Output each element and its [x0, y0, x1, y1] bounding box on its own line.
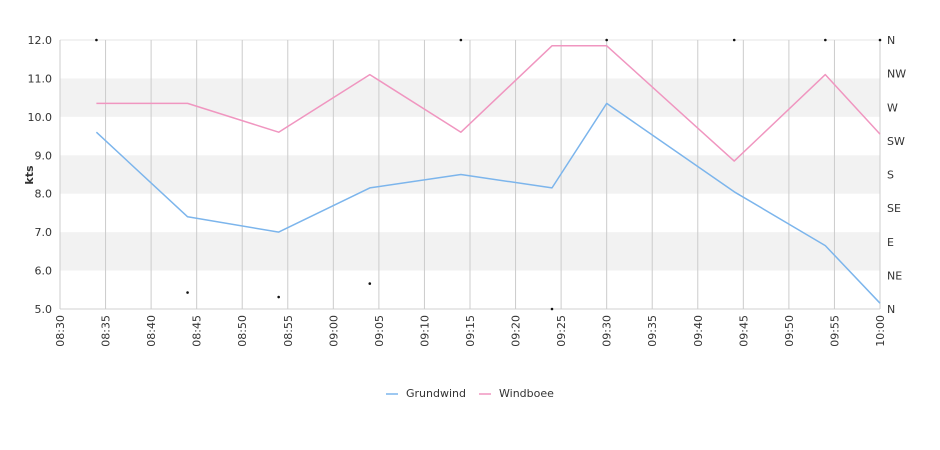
direction-point: [878, 38, 882, 42]
legend-label-grundwind: Grundwind: [406, 387, 466, 400]
x-tick-label: 09:25: [555, 315, 568, 347]
direction-point: [459, 38, 463, 42]
x-tick-label: 09:45: [737, 315, 750, 347]
right-tick-label: S: [887, 169, 894, 182]
legend-item-windboee[interactable]: Windboee: [479, 387, 554, 400]
y-tick-label: 7.0: [35, 226, 53, 239]
legend-label-windboee: Windboee: [499, 387, 554, 400]
right-tick-label: SE: [887, 202, 901, 215]
right-tick-label: N: [887, 34, 895, 47]
x-tick-label: 10:00: [874, 315, 887, 347]
legend: Grundwind Windboee: [386, 387, 554, 400]
x-tick-label: 08:55: [282, 315, 295, 347]
x-axis-ticks: 08:30 08:35 08:40 08:45 08:50 08:55 09:00 09:05…: [54, 315, 887, 347]
y-axis-label: kts: [23, 165, 36, 185]
x-tick-label: 09:30: [601, 315, 614, 347]
series-line-grundwind: [95, 102, 881, 304]
right-tick-label: W: [887, 101, 898, 114]
y-tick-label: 11.0: [28, 72, 53, 85]
x-tick-label: 09:15: [464, 315, 477, 347]
x-tick-label: 09:55: [828, 315, 841, 347]
right-tick-label: NW: [887, 68, 906, 81]
direction-point: [277, 295, 280, 299]
right-axis-ticks: N NE E SE S SW W NW N: [887, 34, 906, 316]
x-tick-label: 09:50: [783, 315, 796, 347]
x-tick-label: 09:40: [692, 315, 705, 347]
x-tick-label: 09:35: [646, 315, 659, 347]
x-tick-label: 08:45: [191, 315, 204, 347]
x-tick-label: 08:50: [236, 315, 249, 347]
right-tick-label: E: [887, 236, 894, 249]
x-tick-label: 08:40: [145, 315, 158, 347]
direction-point: [368, 282, 372, 285]
direction-point: [95, 38, 98, 42]
legend-item-grundwind[interactable]: Grundwind: [386, 387, 466, 400]
direction-points: [95, 38, 882, 311]
direction-point: [186, 291, 189, 294]
direction-point: [732, 38, 736, 42]
x-gridlines: [59, 40, 881, 309]
series-lines: [95, 45, 881, 304]
direction-point: [550, 307, 554, 311]
direction-point: [824, 38, 827, 42]
direction-point: [605, 38, 608, 42]
x-tick-label: 08:35: [100, 315, 113, 347]
y-tick-label: 10.0: [28, 111, 53, 124]
right-tick-label: N: [887, 303, 895, 316]
y-tick-label: 8.0: [35, 188, 53, 201]
series-line-windboee: [96, 45, 881, 162]
y-tick-label: 9.0: [35, 149, 53, 162]
x-tick-label: 09:00: [327, 315, 340, 347]
y-axis-ticks: 5.0 6.0 7.0 8.0 9.0 10.0 11.0 12.0: [28, 34, 53, 316]
right-tick-label: NE: [887, 269, 902, 282]
x-tick-label: 09:05: [373, 315, 386, 347]
y-tick-label: 6.0: [35, 265, 53, 278]
y-tick-label: 5.0: [35, 303, 53, 316]
right-tick-label: SW: [887, 135, 905, 148]
y-tick-label: 12.0: [28, 34, 53, 47]
x-tick-label: 09:20: [510, 315, 523, 347]
x-tick-label: 09:10: [418, 315, 431, 347]
x-tick-label: 08:30: [54, 315, 67, 347]
